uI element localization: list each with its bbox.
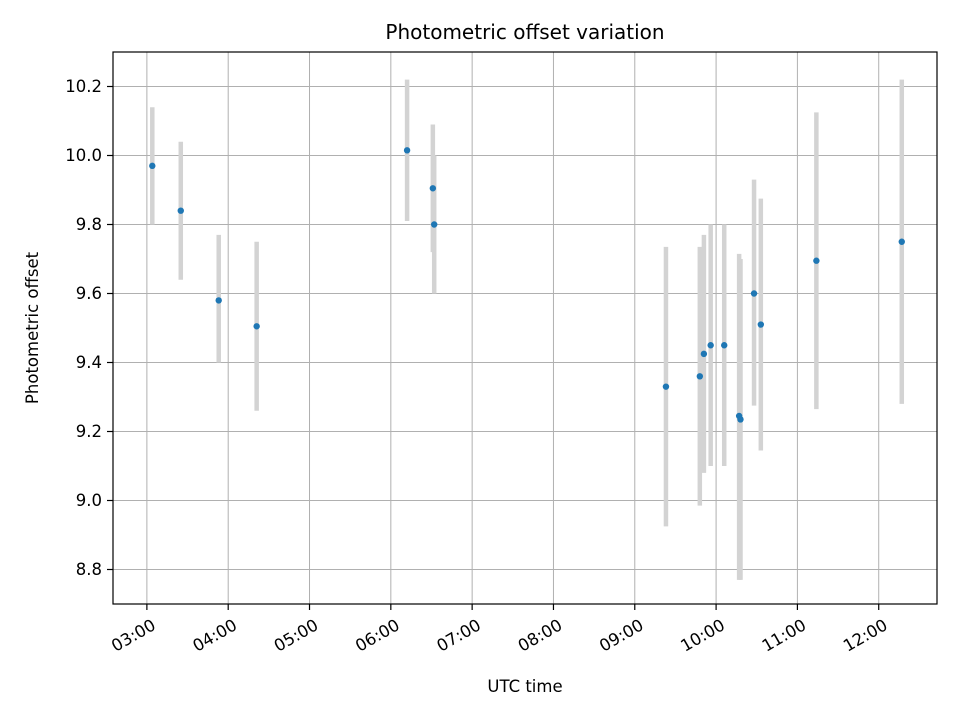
- plot-frame: [112, 51, 938, 605]
- y-tick-label: 10.0: [65, 146, 102, 165]
- data-point: [430, 221, 438, 228]
- y-axis-ticks: 8.8 9.0 9.2 9.4 9.6 9.8 10.0 10.2: [65, 77, 113, 579]
- chart-title: Photometric offset variation: [385, 20, 664, 44]
- data-point: [721, 342, 728, 349]
- data-point: [696, 373, 704, 380]
- grid-lines: [113, 52, 937, 604]
- data-point: [750, 290, 758, 297]
- y-tick-label: 9.0: [76, 491, 102, 510]
- data-points: [149, 147, 905, 423]
- data-point: [429, 185, 437, 192]
- x-axis-label: UTC time: [487, 677, 562, 696]
- data-point: [700, 350, 708, 358]
- data-point: [898, 238, 905, 245]
- data-point: [253, 323, 260, 330]
- data-point: [403, 147, 411, 154]
- data-point: [757, 321, 765, 328]
- data-point: [662, 383, 670, 390]
- data-point: [215, 297, 222, 304]
- data-point: [737, 416, 744, 423]
- data-point: [177, 207, 184, 214]
- y-tick-label: 9.8: [76, 215, 102, 234]
- data-point: [149, 162, 156, 170]
- data-point: [813, 257, 820, 264]
- y-tick-label: 9.4: [76, 353, 102, 372]
- y-tick-label: 10.2: [65, 77, 102, 96]
- y-tick-label: 8.8: [76, 560, 102, 579]
- y-axis-label: Photometric offset: [23, 251, 42, 404]
- y-tick-label: 9.6: [76, 284, 102, 303]
- data-point: [707, 342, 714, 349]
- y-tick-label: 9.2: [76, 422, 102, 441]
